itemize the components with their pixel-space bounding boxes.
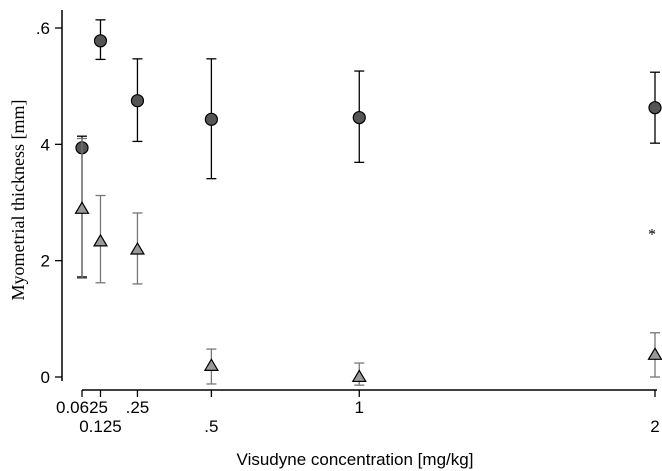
series-2 — [74, 137, 662, 386]
data-point-circle — [204, 112, 218, 126]
annotation-asterisk: * — [648, 227, 656, 244]
axes — [61, 10, 657, 391]
x-tick-label: 0.0625 — [56, 398, 108, 417]
x-axis-title: Visudyne concentration [mg/kg] — [237, 450, 474, 469]
y-tick-label: .6 — [36, 19, 50, 38]
y-tick-label: 0 — [41, 368, 50, 387]
x-tick-label: 1 — [355, 398, 364, 417]
data-point-triangle — [647, 347, 662, 360]
y-tick-label: 2 — [41, 252, 50, 271]
data-point-circle — [352, 110, 366, 125]
data-point-triangle — [203, 358, 219, 371]
y-axis-title: Myometrial thickness [mm] — [8, 100, 28, 301]
plot-area: * — [74, 19, 662, 386]
data-point-triangle — [351, 369, 367, 383]
data-point-triangle — [74, 201, 90, 214]
x-tick-label: 2 — [650, 417, 659, 436]
data-point-triangle — [129, 241, 146, 255]
y-tick-label: 4 — [41, 135, 50, 154]
x-tick-label: .5 — [204, 417, 218, 436]
x-tick-label: 0.125 — [79, 417, 122, 436]
data-point-circle — [93, 34, 108, 48]
series-1 — [75, 19, 662, 278]
data-point-triangle — [92, 233, 109, 247]
x-tick-label: .25 — [126, 398, 150, 417]
data-point-circle — [130, 94, 145, 108]
data-point-circle — [648, 101, 662, 115]
